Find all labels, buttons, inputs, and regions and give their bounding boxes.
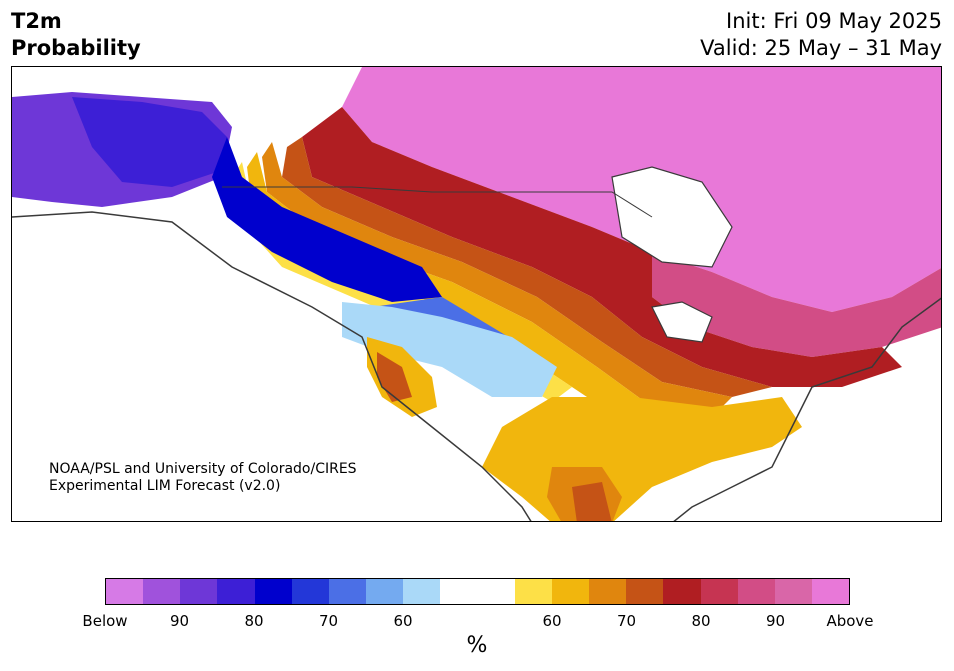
title-product: Probability <box>11 36 141 60</box>
colorbar-segment <box>626 579 664 604</box>
colorbar-segment <box>589 579 627 604</box>
colorbar-tick-label: Below <box>82 612 128 630</box>
region-band-red <box>302 107 902 387</box>
colorbar-segment <box>291 579 329 604</box>
colorbar-segment <box>551 579 590 604</box>
credit-line-1: NOAA/PSL and University of Colorado/CIRE… <box>49 461 357 477</box>
colorbar-segment <box>254 579 292 604</box>
colorbar-tick-label: Above <box>826 612 874 630</box>
colorbar-segment <box>737 579 775 604</box>
colorbar-tick-label: 80 <box>691 612 711 630</box>
init-date: Init: Fri 09 May 2025 <box>726 9 942 33</box>
colorbar-segment <box>663 579 701 604</box>
region-south-above <box>482 397 802 521</box>
colorbar-segment <box>217 579 255 604</box>
us-canada-border <box>222 186 653 218</box>
colorbar-tick-label: 80 <box>244 612 264 630</box>
forecast-map: NOAA/PSL and University of Colorado/CIRE… <box>11 66 942 522</box>
valid-period: Valid: 25 May – 31 May <box>700 36 942 60</box>
region-alaska-below <box>72 97 227 187</box>
colorbar-unit: % <box>466 633 488 658</box>
colorbar-segment <box>774 579 812 604</box>
region-band-rust <box>282 137 772 397</box>
title-variable: T2m <box>11 9 62 33</box>
colorbar-segment <box>180 579 218 604</box>
credit-text: NOAA/PSL and University of Colorado/CIRE… <box>49 461 357 495</box>
colorbar-segment <box>403 579 441 604</box>
colorbar <box>105 578 850 605</box>
colorbar-segment <box>700 579 738 604</box>
region-west-strong-below <box>212 137 442 302</box>
colorbar-segment <box>477 579 515 604</box>
great-lakes <box>651 301 713 343</box>
map-canvas <box>12 67 941 521</box>
region-texas-rust <box>572 482 612 521</box>
map-title: T2m Probability <box>11 8 141 62</box>
colorbar-segment <box>811 579 850 604</box>
region-band-gold <box>247 152 652 427</box>
region-band-orange <box>262 142 732 417</box>
colorbar-segment <box>143 579 181 604</box>
colorbar-segment <box>440 579 478 604</box>
coastline-west <box>12 211 532 521</box>
hudson-bay <box>611 166 733 268</box>
colorbar-tick-label: 70 <box>616 612 637 630</box>
coastline-east <box>673 297 941 521</box>
colorbar-tick-label: 60 <box>542 612 562 630</box>
colorbar-tick-label: 90 <box>765 612 786 630</box>
colorbar-segment <box>366 579 404 604</box>
colorbar-segment <box>328 579 367 604</box>
colorbar-segment <box>514 579 552 604</box>
credit-line-2: Experimental LIM Forecast (v2.0) <box>49 478 281 494</box>
colorbar-tick-label: 90 <box>169 612 190 630</box>
colorbar-segment <box>106 579 144 604</box>
colorbar-tick-label: 70 <box>318 612 339 630</box>
region-eastcanada-above <box>652 252 941 357</box>
region-west-weak-below <box>342 302 557 397</box>
forecast-dates: Init: Fri 09 May 2025 Valid: 25 May – 31… <box>700 8 942 62</box>
colorbar-tick-label: 60 <box>393 612 413 630</box>
